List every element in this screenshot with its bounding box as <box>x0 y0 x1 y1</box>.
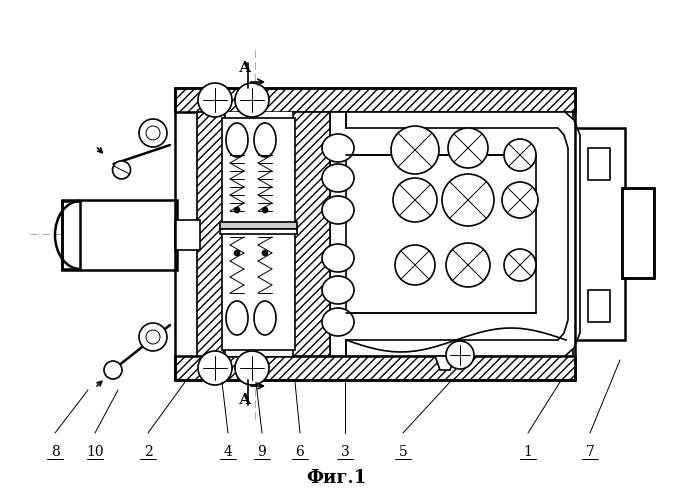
Circle shape <box>146 330 160 344</box>
Circle shape <box>198 83 232 117</box>
Text: 3: 3 <box>341 445 349 459</box>
Bar <box>175 220 200 250</box>
Circle shape <box>198 351 232 385</box>
Circle shape <box>262 250 268 256</box>
Circle shape <box>442 174 494 226</box>
Text: 1: 1 <box>524 445 532 459</box>
Text: 5: 5 <box>398 445 407 459</box>
Ellipse shape <box>322 134 354 162</box>
Bar <box>575 128 625 340</box>
Ellipse shape <box>254 301 276 335</box>
Ellipse shape <box>322 164 354 192</box>
Text: 2: 2 <box>143 445 152 459</box>
Circle shape <box>262 207 268 213</box>
Bar <box>622 188 654 278</box>
Bar <box>175 88 575 112</box>
Text: 8: 8 <box>50 445 59 459</box>
Bar <box>588 290 610 322</box>
Ellipse shape <box>322 244 354 272</box>
Bar <box>220 222 297 229</box>
Ellipse shape <box>226 123 248 157</box>
Ellipse shape <box>322 308 354 336</box>
Ellipse shape <box>322 276 354 304</box>
Text: 7: 7 <box>586 445 594 459</box>
Ellipse shape <box>254 123 276 157</box>
Text: 9: 9 <box>258 445 267 459</box>
Bar <box>330 112 573 356</box>
Circle shape <box>502 182 538 218</box>
Circle shape <box>504 249 536 281</box>
Bar <box>62 200 177 270</box>
Text: 6: 6 <box>295 445 304 459</box>
Bar <box>293 112 330 356</box>
Circle shape <box>448 128 488 168</box>
Circle shape <box>112 161 131 179</box>
Circle shape <box>393 178 437 222</box>
Circle shape <box>139 119 167 147</box>
Polygon shape <box>435 356 455 370</box>
Circle shape <box>234 207 240 213</box>
Bar <box>197 112 225 356</box>
Polygon shape <box>346 112 580 356</box>
Circle shape <box>235 351 269 385</box>
Bar <box>197 112 573 356</box>
Ellipse shape <box>322 196 354 224</box>
Text: А: А <box>239 393 251 407</box>
Circle shape <box>504 139 536 171</box>
Text: А: А <box>239 61 251 75</box>
Circle shape <box>146 126 160 140</box>
Circle shape <box>235 83 269 117</box>
Circle shape <box>395 245 435 285</box>
Circle shape <box>139 323 167 351</box>
Bar <box>346 155 536 313</box>
Bar <box>588 148 610 180</box>
Circle shape <box>234 250 240 256</box>
Bar <box>220 229 297 234</box>
Text: Фиг.1: Фиг.1 <box>306 469 366 487</box>
Bar <box>175 356 575 380</box>
Circle shape <box>391 126 439 174</box>
Text: 10: 10 <box>86 445 104 459</box>
Bar <box>222 118 295 350</box>
Text: 4: 4 <box>223 445 232 459</box>
Ellipse shape <box>226 301 248 335</box>
Circle shape <box>446 243 490 287</box>
Circle shape <box>446 341 474 369</box>
Circle shape <box>104 361 122 379</box>
